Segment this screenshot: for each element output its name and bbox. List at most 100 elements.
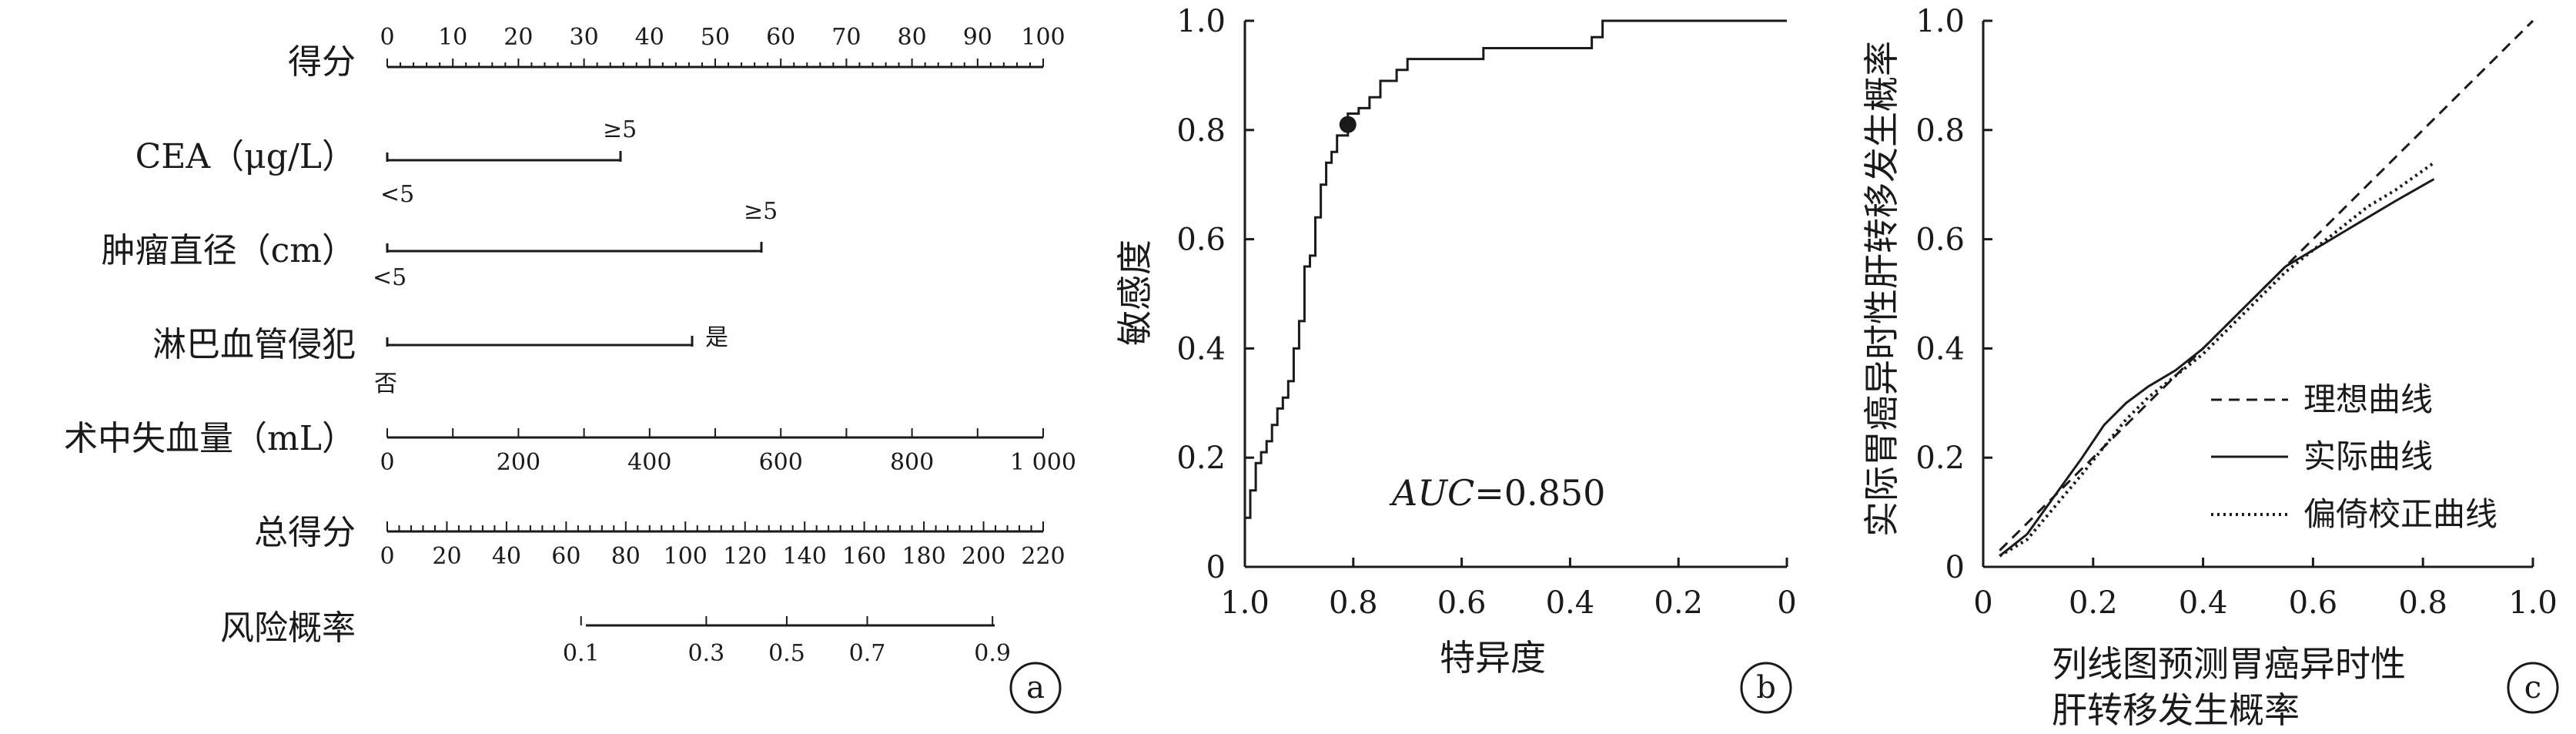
calib-y-tick-label: 0.2 [1915, 441, 1965, 476]
roc-x-tick-label: 0.4 [1546, 585, 1595, 621]
blood-loss-tick-label: 200 [497, 449, 540, 476]
total-points-tick-label: 60 [551, 543, 580, 570]
points-tick-label: 0 [380, 24, 394, 51]
diameter-high-label: ≥5 [744, 198, 778, 225]
calib-y-tick-label: 1.0 [1915, 4, 1965, 39]
row-label-risk: 风险概率 [220, 608, 356, 648]
auc-value: =0.850 [1474, 472, 1605, 514]
total-points-tick-label: 220 [1021, 543, 1065, 570]
roc-x-tick-label: 0.8 [1329, 585, 1378, 621]
blood-loss-tick-label: 800 [890, 449, 934, 476]
points-tick-label: 20 [503, 24, 533, 51]
calib-x-tick-label: 0.8 [2398, 585, 2447, 621]
blood-loss-axis-ticks: 0 200 400 600 800 1 000 [380, 428, 1076, 476]
calib-x-tick-label: 1.0 [2508, 585, 2558, 621]
calib-axis-ticks: 0 0.2 0.4 0.6 0.8 1.0 0 0.2 0.4 0.6 0.8 1.0 [1915, 4, 2557, 621]
total-points-tick-label: 40 [492, 543, 521, 570]
risk-tick-label: 0.7 [849, 640, 886, 667]
points-tick-label: 30 [570, 24, 599, 51]
calib-x-label-line1: 列线图预测胃癌异时性 [2052, 643, 2406, 685]
calib-y-tick-label: 0.4 [1915, 331, 1965, 367]
nomogram-panel: 得分 CEA（μg/L） 肿瘤直径（cm） 淋巴血管侵犯 术中失血量（mL） 总… [64, 24, 1076, 714]
panel-b-badge [1740, 662, 1792, 714]
lvi-low-label: 否 [374, 370, 397, 397]
calib-y-tick-label: 0 [1945, 550, 1965, 585]
legend-ideal-label: 理想曲线 [2303, 380, 2433, 418]
calib-x-tick-label: 0 [1973, 585, 1992, 621]
legend-actual-label: 实际曲线 [2303, 437, 2433, 475]
roc-curve [1243, 19, 1787, 567]
cea-low-label: <5 [380, 181, 414, 208]
total-points-tick-label: 140 [783, 543, 827, 570]
blood-loss-tick-label: 600 [759, 449, 803, 476]
roc-cutoff-point [1339, 116, 1357, 133]
legend-corrected-label: 偏倚校正曲线 [2303, 495, 2497, 533]
panel-a-badge [1009, 662, 1062, 714]
total-points-tick-label: 200 [962, 543, 1005, 570]
points-tick-label: 90 [963, 24, 992, 51]
roc-x-tick-label: 0 [1777, 585, 1796, 621]
roc-y-tick-label: 0.2 [1176, 441, 1226, 476]
points-tick-label: 50 [701, 24, 730, 51]
calib-series [1999, 19, 2534, 558]
total-points-tick-label: 120 [723, 543, 767, 570]
row-label-blood-loss: 术中失血量（mL） [64, 419, 356, 458]
calib-actual-line [1999, 178, 2435, 557]
blood-loss-tick-label: 0 [380, 449, 394, 476]
roc-y-tick-label: 0 [1206, 550, 1226, 585]
row-label-lvi: 淋巴血管侵犯 [152, 325, 356, 364]
calib-y-label: 实际胃癌异时性肝转移发生概率 [1861, 41, 1902, 537]
blood-loss-tick-label: 400 [627, 449, 671, 476]
row-label-total-points: 总得分 [254, 513, 356, 552]
total-points-axis-ticks: 0 20 40 60 80 100 120 140 160 180 200 220 [380, 521, 1066, 570]
calib-y-tick-label: 0.8 [1915, 113, 1965, 149]
risk-tick-label: 0.3 [688, 640, 725, 667]
calib-x-tick-label: 0.4 [2179, 585, 2228, 621]
auc-label: AUC [1389, 472, 1474, 514]
risk-tick-label: 0.5 [768, 640, 805, 667]
total-points-tick-label: 0 [380, 543, 394, 570]
roc-y-tick-label: 1.0 [1176, 4, 1226, 39]
row-label-cea: CEA（μg/L） [135, 137, 356, 176]
total-points-tick-label: 80 [611, 543, 641, 570]
points-tick-label: 70 [831, 24, 861, 51]
calib-x-tick-label: 0.2 [2069, 585, 2118, 621]
calib-x-label-line2: 肝转移发生概率 [2052, 689, 2300, 731]
roc-x-tick-label: 0.6 [1437, 585, 1487, 621]
row-label-tumor-diameter: 肿瘤直径（cm） [102, 231, 356, 270]
risk-axis-ticks: 0.1 0.3 0.5 0.7 0.9 [563, 616, 1011, 667]
diameter-low-label: <5 [373, 264, 406, 291]
points-axis-ticks: 0 10 20 30 40 50 60 70 80 90 100 [380, 24, 1066, 67]
roc-y-label: 敏感度 [1114, 240, 1156, 346]
lvi-high-label: 是 [705, 324, 728, 351]
panel-c-letter: c [2524, 670, 2541, 706]
total-points-tick-label: 160 [842, 543, 886, 570]
calib-x-tick-label: 0.6 [2289, 585, 2338, 621]
total-points-tick-label: 180 [902, 543, 945, 570]
panel-b-letter: b [1756, 670, 1776, 706]
roc-y-tick-label: 0.6 [1176, 223, 1226, 258]
roc-panel: 1.0 0.8 0.6 0.4 0.2 0 0 0.2 0.4 0.6 0.8 1.0 AUC=0.8… [1114, 4, 1797, 714]
roc-x-label: 特异度 [1440, 637, 1546, 679]
risk-tick-label: 0.1 [563, 640, 600, 667]
total-points-tick-label: 20 [432, 543, 461, 570]
calib-corrected-line [1999, 161, 2435, 558]
calibration-panel: 0 0.2 0.4 0.6 0.8 1.0 0 0.2 0.4 0.6 0.8 1.0 理想曲线 实际… [1861, 4, 2559, 731]
panel-c-badge [2507, 662, 2559, 714]
roc-x-tick-label: 1.0 [1220, 585, 1270, 621]
blood-loss-tick-label: 1 000 [1010, 449, 1076, 476]
total-points-tick-label: 100 [664, 543, 708, 570]
points-tick-label: 80 [898, 24, 927, 51]
roc-axis-ticks: 1.0 0.8 0.6 0.4 0.2 0 0 0.2 0.4 0.6 0.8 1.0 [1176, 4, 1796, 621]
cea-high-label: ≥5 [603, 116, 637, 143]
points-tick-label: 40 [635, 24, 664, 51]
risk-tick-label: 0.9 [974, 640, 1011, 667]
roc-x-tick-label: 0.2 [1654, 585, 1703, 621]
panel-a-letter: a [1026, 670, 1045, 706]
points-tick-label: 60 [766, 24, 795, 51]
roc-y-tick-label: 0.4 [1176, 331, 1226, 367]
row-label-points: 得分 [288, 42, 356, 82]
points-tick-label: 10 [438, 24, 467, 51]
auc-annotation: AUC=0.850 [1389, 472, 1605, 514]
